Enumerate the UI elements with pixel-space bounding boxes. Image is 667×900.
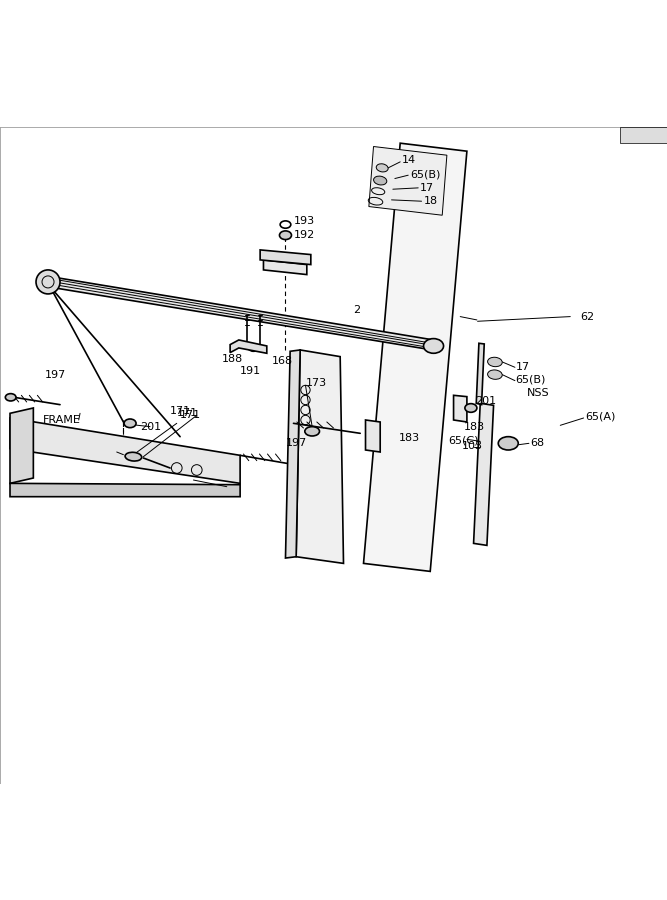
- Text: 171: 171: [170, 406, 191, 417]
- Polygon shape: [263, 260, 307, 274]
- Polygon shape: [10, 408, 33, 483]
- Ellipse shape: [374, 176, 387, 185]
- Ellipse shape: [376, 164, 388, 172]
- Ellipse shape: [125, 453, 141, 461]
- Ellipse shape: [5, 393, 16, 401]
- Polygon shape: [230, 340, 267, 354]
- Text: 193: 193: [293, 216, 315, 226]
- Text: 183: 183: [464, 422, 485, 432]
- Polygon shape: [454, 395, 467, 422]
- Text: 14: 14: [402, 155, 416, 165]
- Text: 18: 18: [424, 195, 438, 205]
- Text: 197: 197: [45, 370, 66, 380]
- Ellipse shape: [465, 403, 477, 412]
- Text: 65(C): 65(C): [448, 436, 479, 446]
- Ellipse shape: [488, 357, 502, 366]
- Ellipse shape: [305, 427, 319, 436]
- Polygon shape: [476, 343, 484, 405]
- Text: NSS: NSS: [527, 388, 550, 399]
- Text: 171: 171: [180, 410, 201, 419]
- Circle shape: [36, 270, 60, 294]
- Text: 65(B): 65(B): [410, 169, 441, 179]
- Polygon shape: [296, 350, 344, 563]
- Polygon shape: [285, 350, 300, 558]
- Text: 65(B): 65(B): [516, 375, 546, 385]
- Text: 171: 171: [177, 409, 198, 419]
- Text: 191: 191: [240, 366, 261, 376]
- Polygon shape: [47, 276, 434, 350]
- Text: FRAME: FRAME: [43, 415, 80, 425]
- Ellipse shape: [498, 436, 518, 450]
- Text: 201: 201: [475, 396, 496, 406]
- Text: 201: 201: [140, 422, 161, 432]
- Text: 183: 183: [399, 433, 420, 443]
- Text: 192: 192: [293, 230, 315, 240]
- Text: 173: 173: [305, 378, 327, 388]
- Text: 17: 17: [420, 183, 434, 193]
- Ellipse shape: [124, 419, 136, 428]
- Polygon shape: [260, 250, 311, 265]
- Polygon shape: [474, 403, 494, 545]
- Polygon shape: [364, 143, 467, 572]
- Text: 68: 68: [530, 438, 544, 448]
- Polygon shape: [620, 127, 667, 143]
- Text: 62: 62: [580, 311, 594, 321]
- Polygon shape: [10, 418, 240, 483]
- Text: 65(A): 65(A): [586, 411, 616, 421]
- Text: 168: 168: [272, 356, 293, 366]
- Polygon shape: [366, 420, 380, 452]
- Ellipse shape: [279, 231, 291, 239]
- Ellipse shape: [424, 338, 444, 354]
- Polygon shape: [10, 483, 240, 497]
- Text: 197: 197: [285, 438, 307, 448]
- Ellipse shape: [488, 370, 502, 379]
- Polygon shape: [369, 147, 447, 215]
- Text: 17: 17: [516, 363, 530, 373]
- Text: 188: 188: [221, 355, 243, 365]
- Text: 2: 2: [354, 305, 361, 315]
- Text: 103: 103: [462, 441, 483, 451]
